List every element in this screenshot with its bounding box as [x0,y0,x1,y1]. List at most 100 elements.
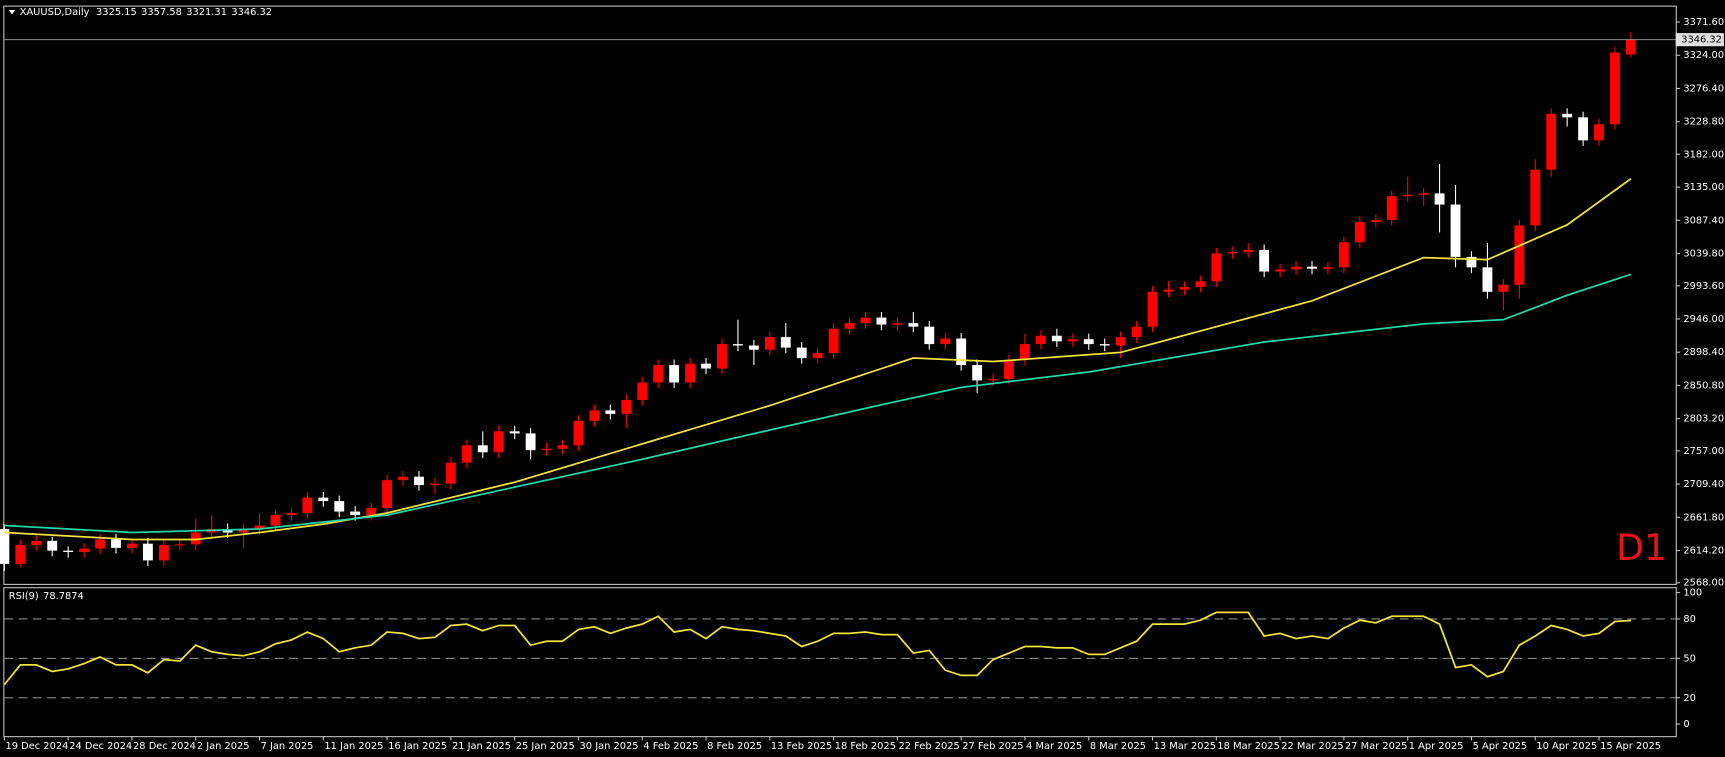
candle-body [1020,344,1030,361]
y-tick-label: 2898.40 [1683,347,1724,358]
candle-body [1370,219,1381,222]
x-tick-label: 27 Feb 2025 [962,741,1023,752]
x-tick-label: 16 Jan 2025 [388,741,447,752]
y-tick-label: 2803.20 [1683,414,1724,425]
candle-body [1291,266,1301,270]
candle-body [1051,335,1062,342]
rsi-name: RSI(9) [9,591,39,602]
chart-header: XAUUSD,Daily 3325.15 3357.58 3321.31 3346.32 [20,7,272,18]
y-tick-label: 2709.40 [1683,479,1724,490]
candle-body [1163,289,1174,292]
candle-body [1578,117,1589,141]
candle-body [748,345,759,350]
x-tick-label: 10 Apr 2025 [1536,741,1597,752]
candle-body [1562,113,1573,118]
rsi-tick-label: 20 [1683,693,1696,704]
candle-body [876,317,887,325]
high-value: 3357.58 [141,7,182,18]
x-tick-label: 27 Mar 2025 [1345,741,1407,752]
candle-body [1259,249,1270,272]
x-tick-label: 18 Feb 2025 [835,741,896,752]
candle-body [940,338,951,345]
x-tick-label: 1 Apr 2025 [1409,741,1464,752]
candle-body [238,529,249,533]
candle-body [1434,193,1445,205]
x-tick-label: 21 Jan 2025 [452,741,511,752]
candle-body [286,512,297,516]
candle-body [796,347,807,359]
y-tick-label: 2661.80 [1683,512,1724,523]
x-tick-label: 11 Jan 2025 [324,741,383,752]
candle-body [1354,221,1365,243]
candle-body [1243,249,1254,253]
candle-body [924,326,935,345]
current-price-tag [1675,33,1724,47]
rsi-tick-label: 0 [1683,719,1689,730]
candle-body [1147,291,1158,327]
x-tick-label: 7 Jan 2025 [261,741,314,752]
candle-body [1466,256,1477,268]
y-tick-label: 3276.40 [1683,83,1724,94]
moving-average-line [4,178,1632,541]
candle-body [493,431,504,453]
y-tick-label: 3182.00 [1683,149,1724,160]
y-tick-label: 3228.80 [1683,117,1724,128]
candle-body [1067,339,1078,342]
y-tick-label: 3039.80 [1683,249,1724,260]
candle-body [988,378,999,381]
candle-body [1083,339,1094,345]
candle-body [174,544,185,546]
x-tick-label: 13 Feb 2025 [771,741,832,752]
candle-body [366,508,377,516]
x-tick-label: 8 Feb 2025 [707,741,762,752]
y-tick-label: 3135.00 [1683,182,1724,193]
y-tick-label: 2946.00 [1683,314,1724,325]
candle-body [1338,242,1349,268]
x-tick-label: 18 Mar 2025 [1217,741,1279,752]
candle-body [1546,113,1557,170]
candle-body [860,317,871,324]
rsi-tick-label: 50 [1683,653,1696,664]
candle-body [1004,360,1014,379]
candle-body [1514,225,1525,285]
x-tick-label: 2 Jan 2025 [197,741,250,752]
candle-body [1482,267,1493,292]
candle-body [509,431,520,434]
candle-body [764,337,775,350]
candle-body [1530,169,1541,226]
candle-body [573,420,584,446]
candle-body [1275,269,1286,272]
candle-body [956,338,967,366]
main-panel-frame [3,5,1677,585]
low-value: 3321.31 [186,7,227,18]
rsi-line [3,611,1631,686]
candle-body [589,410,600,421]
rsi-panel-frame [3,587,1677,738]
rsi-tick-label: 80 [1683,614,1696,625]
x-tick-label: 15 Apr 2025 [1600,741,1661,752]
candle-body [270,515,281,526]
candle-body [15,545,26,564]
candle-body [111,539,121,548]
candle-body [477,445,488,453]
moving-average-line [4,273,1632,534]
candle-body [669,365,680,383]
candle-body [605,410,616,414]
candle-body [461,445,472,463]
timeframe-label: D1 [1616,526,1667,569]
x-tick-label: 25 Jan 2025 [516,741,575,752]
candle-body [430,483,440,486]
candle-body [812,353,823,359]
candle-body [637,382,648,400]
open-value: 3325.15 [96,7,137,18]
candle-body [190,532,201,545]
y-tick-label: 3371.60 [1683,17,1724,28]
candle-body [350,511,361,516]
x-tick-label: 24 Dec 2024 [69,741,132,752]
candle-body [844,323,855,329]
x-tick-label: 4 Mar 2025 [1026,741,1082,752]
candle-body [892,323,903,325]
candle-body [1179,286,1190,290]
